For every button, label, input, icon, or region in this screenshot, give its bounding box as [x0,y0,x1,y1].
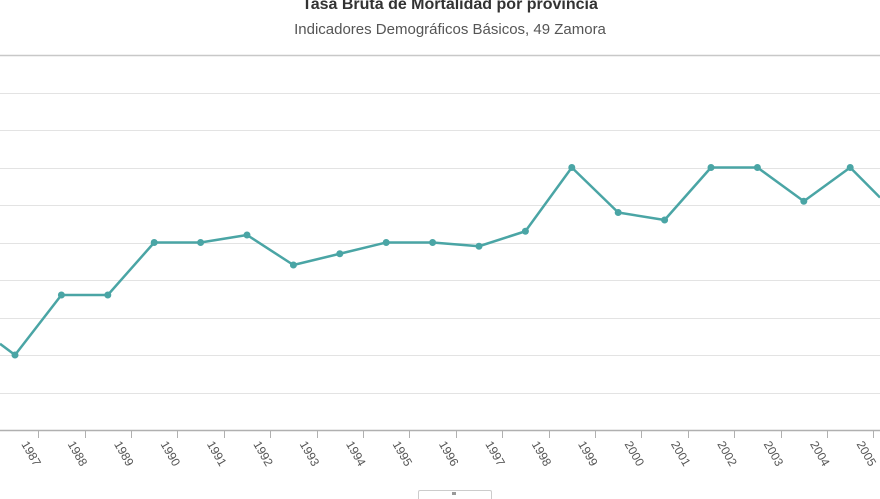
x-tick-label: 1998 [529,439,555,469]
data-point[interactable] [57,291,65,299]
axes [0,54,880,438]
data-point[interactable] [661,216,669,224]
data-point[interactable] [800,197,808,205]
x-tick-label: 2003 [761,439,787,469]
x-tick-label: 1991 [204,439,230,469]
data-point[interactable] [614,209,622,216]
x-tick-label: 2002 [714,439,740,469]
x-tick-label: 1993 [297,439,323,469]
data-point[interactable] [429,239,437,246]
data-point[interactable] [289,261,297,269]
data-point[interactable] [197,239,205,246]
x-tick-label: 2005 [854,439,880,469]
data-point[interactable] [11,351,19,359]
x-tick-label: 1992 [250,439,276,469]
chart-subtitle: Indicadores Demográficos Básicos, 49 Zam… [294,21,606,38]
data-point[interactable] [707,164,715,171]
data-point[interactable] [475,242,483,250]
x-tick-labels: 1987 1988 1989 1990 1991 1992 1993 1994 1995 1996… [18,439,879,469]
series-line [14,166,851,356]
data-point[interactable] [104,291,112,299]
x-tick-label: 1999 [575,439,601,469]
chart-title: Tasa Bruta de Mortalidad por provincia [302,0,598,13]
x-tick-label: 1987 [18,439,44,469]
x-tick-label: 1989 [111,439,137,469]
data-point[interactable] [753,164,761,171]
x-tick-label: 1990 [158,439,184,469]
x-tick-label: 1994 [343,439,369,469]
x-tick-label: 2004 [807,439,833,469]
grid-lines [0,55,880,394]
x-tick-label: 1995 [390,439,416,469]
x-tick-label: 1996 [436,439,462,469]
grip-icon [452,492,456,495]
data-point[interactable] [336,250,344,258]
data-point[interactable] [568,164,576,171]
series-layer [0,164,880,359]
x-tick-label: 2000 [622,439,648,469]
series-line-trail [849,166,880,199]
data-point[interactable] [846,164,854,171]
data-point[interactable] [521,227,529,235]
x-tick-label: 2001 [668,439,694,469]
data-point[interactable] [243,231,251,239]
data-point[interactable] [382,239,390,246]
data-point[interactable] [150,239,158,246]
x-tick-label: 1997 [482,439,508,469]
x-tick-label: 1988 [65,439,91,469]
